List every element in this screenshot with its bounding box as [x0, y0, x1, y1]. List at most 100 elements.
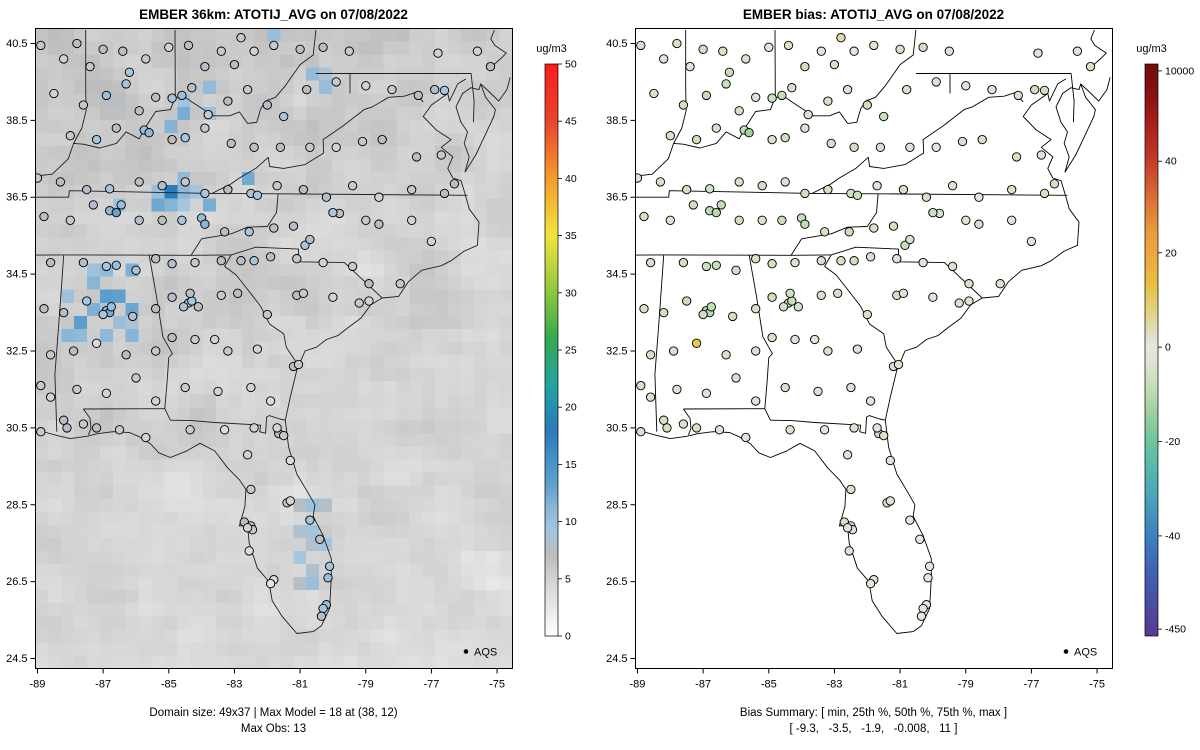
state-outline	[54, 255, 65, 432]
aqs-site-marker	[249, 46, 259, 56]
aqs-site-marker	[116, 200, 126, 210]
state-outlines	[35, 29, 511, 634]
aqs-site-marker	[885, 496, 895, 506]
aqs-site-marker	[655, 177, 666, 187]
aqs-site-marker	[439, 85, 450, 96]
aqs-site-marker	[347, 181, 358, 191]
state-outline	[73, 30, 87, 144]
state-outline	[683, 408, 692, 435]
aqs-site-marker	[45, 350, 56, 360]
aqs-site-marker	[918, 257, 928, 268]
svg-text:10: 10	[565, 516, 577, 528]
aqs-site-marker	[269, 223, 279, 233]
aqs-site-marker	[151, 346, 161, 356]
aqs-site-marker	[65, 131, 75, 141]
model-footer-maxobs: Max Obs: 13	[240, 723, 307, 735]
aqs-site-marker	[974, 219, 984, 229]
aqs-site-marker	[678, 419, 689, 429]
aqs-site-marker	[167, 93, 177, 103]
panel-bias: EMBER bias: ATOTIJ_AVG on 07/08/2022 -89…	[600, 0, 1200, 750]
aqs-site-marker	[665, 131, 675, 141]
svg-text:34.5: 34.5	[6, 269, 27, 281]
aqs-site-marker	[121, 350, 131, 360]
aqs-site-marker	[778, 302, 789, 312]
aqs-site-marker	[724, 67, 735, 77]
aqs-site-marker	[111, 123, 121, 133]
aqs-site-marker	[751, 396, 761, 406]
aqs-site-marker	[411, 152, 422, 162]
state-outline	[635, 190, 1068, 198]
aqs-site-marker	[826, 138, 836, 149]
aqs-site-marker	[249, 142, 259, 152]
aqs-site-marker	[35, 173, 43, 183]
aqs-sites	[23, 33, 496, 621]
aqs-site-marker	[944, 46, 954, 56]
aqs-site-marker	[1039, 85, 1050, 96]
aqs-site-marker	[111, 260, 121, 270]
aqs-site-marker	[1030, 84, 1040, 95]
aqs-site-marker	[200, 123, 210, 133]
aqs-site-marker	[134, 177, 144, 187]
aqs-site-marker	[318, 42, 328, 52]
aqs-site-marker	[331, 142, 341, 152]
svg-text:15: 15	[565, 459, 577, 471]
aqs-site-marker	[98, 309, 108, 320]
aqs-site-marker	[846, 484, 856, 495]
aqs-site-marker	[793, 302, 803, 312]
aqs-site-marker	[879, 111, 889, 122]
aqs-site-marker	[288, 221, 299, 231]
aqs-site-marker	[216, 46, 226, 56]
svg-text:28.5: 28.5	[6, 499, 27, 511]
svg-text:38.5: 38.5	[606, 115, 627, 127]
aqs-site-marker	[78, 257, 89, 268]
aqs-site-marker	[918, 603, 928, 614]
aqs-site-marker	[101, 261, 112, 272]
aqs-site-marker	[701, 388, 712, 398]
bias-footer-summary-values: [ -9.3, -3.5, -1.9, -0.008, 11 ]	[789, 723, 958, 735]
aqs-site-marker	[767, 134, 777, 145]
aqs-site-marker	[361, 81, 371, 91]
aqs-site-marker	[905, 234, 915, 245]
aqs-site-marker	[23, 247, 31, 255]
state-outline	[470, 73, 475, 123]
aqs-site-marker	[134, 106, 144, 116]
aqs-site-marker	[635, 146, 636, 148]
state-outline	[673, 30, 687, 144]
aqs-site-marker	[785, 425, 795, 435]
aqs-site-marker	[974, 192, 984, 202]
aqs-site-marker	[852, 344, 863, 354]
svg-text:34.5: 34.5	[606, 269, 627, 281]
aqs-site-marker	[639, 304, 649, 314]
state-outline	[190, 193, 279, 256]
state-outline	[455, 83, 496, 173]
aqs-site-marker	[947, 181, 958, 191]
aqs-site-marker	[823, 184, 833, 195]
aqs-site-marker	[1033, 48, 1043, 58]
aqs-site-marker	[672, 38, 682, 49]
aqs-site-marker	[164, 42, 174, 52]
aqs-site-marker	[106, 302, 116, 312]
svg-text:-83: -83	[226, 679, 242, 691]
state-outline	[211, 92, 424, 194]
aqs-site-marker	[114, 425, 125, 435]
aqs-site-marker	[316, 611, 327, 621]
aqs-site-marker	[124, 67, 135, 77]
aqs-site-marker	[918, 42, 928, 52]
aqs-site-marker	[167, 292, 177, 302]
aqs-site-marker	[721, 79, 731, 89]
aqs-site-marker	[767, 292, 777, 302]
aqs-site-marker	[662, 423, 672, 433]
aqs-site-marker	[305, 142, 315, 152]
aqs-site-marker	[813, 386, 823, 397]
aqs-legend-dot	[1063, 649, 1069, 654]
aqs-site-marker	[787, 83, 797, 93]
aqs-site-marker	[931, 142, 941, 152]
aqs-site-marker	[823, 346, 833, 356]
aqs-site-marker	[1026, 236, 1037, 247]
svg-text:-75: -75	[489, 679, 505, 691]
aqs-site-marker	[157, 215, 167, 225]
aqs-site-marker	[252, 190, 263, 200]
aqs-site-marker	[816, 46, 826, 56]
aqs-site-marker	[485, 61, 496, 72]
